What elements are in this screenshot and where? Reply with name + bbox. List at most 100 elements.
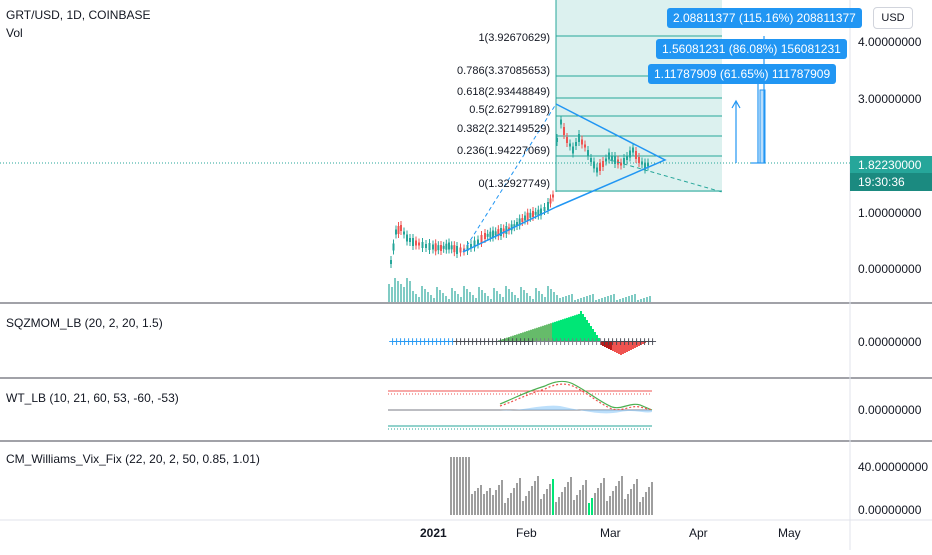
vix-bar: [516, 483, 518, 515]
sqz-bar: [544, 325, 546, 341]
volume-bar: [613, 294, 615, 302]
candle-body: [440, 245, 442, 251]
sqz-bar: [618, 341, 620, 354]
indicator-title[interactable]: WT_LB (10, 21, 60, 53, -60, -53): [6, 391, 179, 405]
candle-body: [556, 138, 558, 142]
volume-bar: [649, 296, 651, 302]
sqz-bar: [514, 335, 516, 341]
volume-bar: [577, 299, 579, 302]
vix-bar: [477, 488, 479, 515]
sqz-bar: [626, 341, 628, 352]
volume-bar: [607, 296, 609, 302]
candle-body: [489, 231, 492, 238]
sqz-marker: +: [640, 335, 649, 348]
target-label[interactable]: 1.11787909 (61.65%) 111787909: [648, 64, 837, 84]
sqz-bar: [582, 314, 584, 341]
sqz-bar: [646, 341, 648, 342]
vix-bar: [459, 457, 461, 515]
sqz-bar: [590, 326, 592, 341]
candle-body: [500, 228, 502, 236]
sqz-bar: [628, 341, 630, 351]
volume-bar: [403, 287, 405, 302]
volume-bar: [430, 295, 432, 302]
volume-bar: [523, 290, 525, 302]
vix-bar: [522, 501, 524, 515]
candle-body: [409, 238, 411, 242]
candle-body: [473, 240, 476, 248]
sqz-marker: +: [424, 335, 433, 348]
sqz-marker: +: [580, 335, 589, 348]
vix-bar: [549, 484, 551, 515]
sqz-marker: +: [476, 335, 485, 348]
sqz-bar: [522, 332, 524, 341]
candle-body: [578, 134, 580, 142]
volume-bar: [412, 291, 414, 302]
volume-bar: [451, 288, 453, 302]
sqz-marker: +: [456, 335, 465, 348]
vix-bar: [531, 486, 533, 515]
candle-body: [415, 240, 417, 246]
vix-bar: [651, 482, 653, 515]
volume-bar: [421, 286, 423, 302]
price-scale-label: 4.00000000: [858, 35, 922, 49]
sqz-marker: +: [444, 335, 453, 348]
candle-body: [581, 139, 583, 145]
candles: [390, 115, 649, 268]
candle-body: [532, 211, 534, 217]
vix-bar: [468, 457, 470, 515]
candle-body: [400, 225, 402, 231]
volume-bar: [415, 294, 417, 302]
volume-bar: [502, 297, 504, 302]
sqz-marker: +: [468, 335, 477, 348]
sqz-bar: [504, 338, 506, 341]
target-label[interactable]: 2.08811377 (115.16%) 208811377: [667, 8, 862, 28]
countdown-tag: 19:30:36: [850, 173, 932, 191]
sqz-marker: +: [516, 335, 525, 348]
volume-bar: [586, 296, 588, 302]
target-label[interactable]: 1.56081231 (86.08%) 156081231: [656, 39, 847, 59]
vix-bar: [603, 478, 605, 515]
sqz-bar: [520, 333, 522, 341]
vix-bar: [588, 503, 590, 515]
indicator-scale: 0.00000000: [858, 403, 922, 417]
volume-bar: [637, 300, 639, 302]
sqz-bar: [510, 336, 512, 341]
sqz-marker: +: [524, 335, 533, 348]
vix-bar: [636, 479, 638, 515]
sqz-bar: [574, 315, 576, 341]
sqz-bar: [608, 341, 610, 349]
sqz-marker: +: [628, 335, 637, 348]
sqz-bar: [550, 323, 552, 341]
vix-bar: [492, 495, 494, 515]
volume-bar: [391, 287, 393, 302]
vix-bar: [480, 485, 482, 515]
vix-bar: [612, 491, 614, 515]
candle-body: [626, 156, 628, 160]
vix-bar: [621, 476, 623, 515]
volume-bar: [448, 299, 450, 302]
volume-bar: [601, 298, 603, 302]
volume-bar: [463, 286, 465, 302]
volume-bar: [640, 299, 642, 302]
volume-bar: [481, 290, 483, 302]
candle-body: [432, 244, 434, 250]
volume-bar: [571, 294, 573, 302]
volume-bar: [631, 295, 633, 302]
currency-button[interactable]: USD: [873, 7, 913, 29]
sqz-bar: [562, 319, 564, 341]
candle-body: [575, 142, 577, 146]
candle-body: [445, 243, 448, 250]
candle-body: [608, 152, 610, 160]
indicator-title[interactable]: CM_Williams_Vix_Fix (22, 20, 2, 50, 0.85…: [6, 452, 260, 466]
indicator-title[interactable]: SQZMOM_LB (20, 2, 20, 1.5): [6, 316, 163, 330]
sqz-marker: +: [568, 335, 577, 348]
candle-body: [505, 226, 508, 234]
vix-bar: [645, 492, 647, 515]
volume-bar: [538, 291, 540, 302]
volume-bar: [541, 294, 543, 302]
volume-bar: [559, 298, 561, 302]
vix-bar: [597, 488, 599, 515]
volume-bar: [484, 293, 486, 302]
